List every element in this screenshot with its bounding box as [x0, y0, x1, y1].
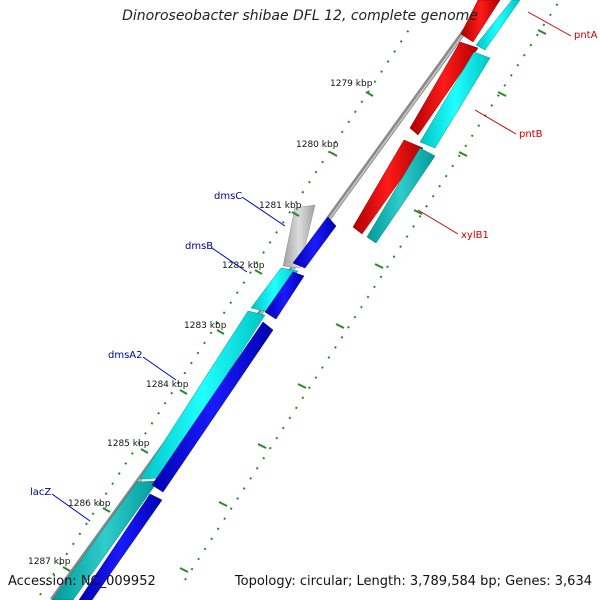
kbp-tick-label: 1284 kbp — [146, 380, 189, 390]
kbp-tick-label: 1286 kbp — [68, 499, 111, 509]
accession-text: Accession: NC_009952 — [8, 574, 156, 589]
right-outer-features — [352, 0, 501, 235]
kbp-major-ticks — [62, 91, 374, 572]
blue-gene-2[interactable] — [264, 271, 305, 320]
inner-ring-major-ticks — [179, 29, 547, 573]
outer-tick-ring — [39, 27, 411, 596]
gene-bar-lacZ[interactable] — [51, 480, 159, 600]
blue-gene-4[interactable] — [78, 493, 163, 600]
kbp-tick-label: 1287 kbp — [28, 557, 71, 567]
genome-summary-text: Topology: circular; Length: 3,789,584 bp… — [234, 574, 592, 589]
map-title: Dinoroseobacter shibae DFL 12, complete … — [122, 8, 478, 24]
gene-label-xylB1[interactable]: xylB1 — [461, 230, 489, 241]
gene-bar-dmsC[interactable] — [282, 204, 316, 269]
gene-label-dmsC[interactable]: dmsC — [214, 191, 242, 202]
left-gene-labels: dmsC dmsB dmsA2 lacZ — [30, 191, 286, 522]
kbp-tick-label: 1282 kbp — [222, 261, 265, 271]
right-gene-labels: pntA pntB xylB1 — [417, 11, 598, 241]
blue-gene-3[interactable] — [151, 321, 274, 493]
gene-label-lacZ[interactable]: lacZ — [30, 487, 51, 498]
gene-label-dmsB[interactable]: dmsB — [185, 241, 213, 252]
blue-gene-1[interactable] — [292, 216, 337, 269]
gene-bar-pntB[interactable] — [409, 41, 479, 136]
gene-label-pntB[interactable]: pntB — [519, 129, 543, 140]
kbp-tick-label: 1280 kbp — [296, 140, 339, 150]
gene-bar-dmsA2[interactable] — [139, 310, 266, 480]
kbp-tick-label: 1279 kbp — [330, 79, 373, 89]
left-outer-features — [51, 204, 316, 600]
gene-bar-xylB1[interactable] — [366, 147, 436, 244]
left-inner-features — [78, 216, 337, 600]
inner-tick-ring — [184, 0, 561, 581]
kbp-tick-label: 1285 kbp — [107, 439, 150, 449]
gene-bar-pntA[interactable] — [460, 0, 501, 43]
cyan-gene-right-2[interactable] — [419, 51, 491, 149]
cyan-gene-right-1[interactable] — [475, 0, 521, 51]
gene-label-dmsA2[interactable]: dmsA2 — [108, 350, 143, 361]
kbp-tick-label: 1281 kbp — [259, 201, 302, 211]
right-inner-features — [366, 0, 521, 244]
kbp-tick-labels: 1279 kbp 1280 kbp 1281 kbp 1282 kbp 1283… — [28, 79, 373, 567]
gene-label-pntA[interactable]: pntA — [574, 30, 598, 41]
kbp-tick-label: 1283 kbp — [184, 321, 227, 331]
gene-bar-red-3[interactable] — [352, 139, 424, 235]
